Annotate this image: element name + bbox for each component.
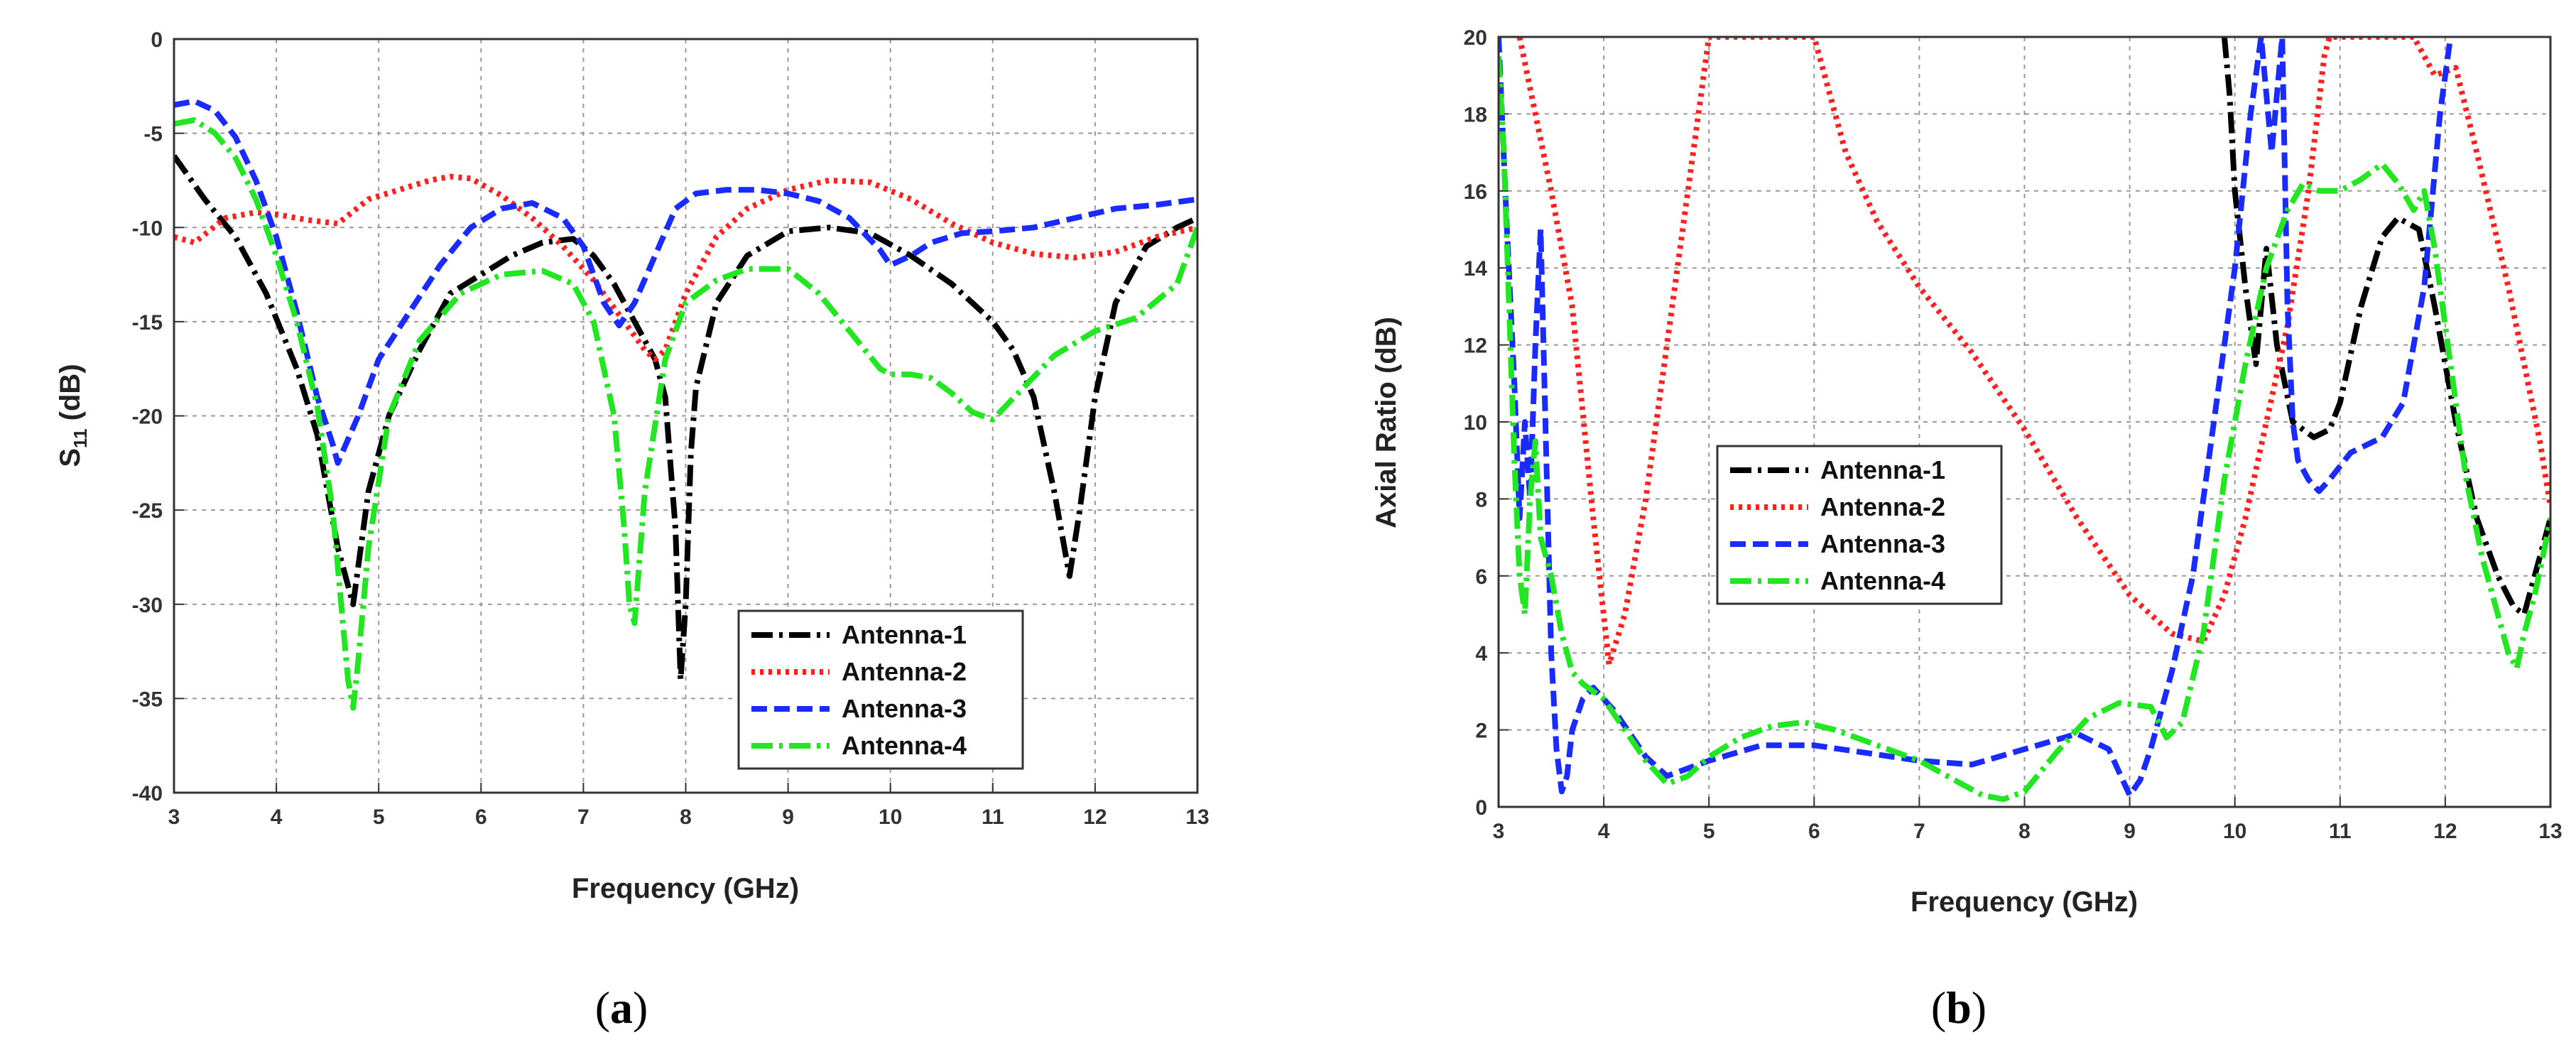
y-tick-label: 16 bbox=[1464, 180, 1487, 204]
legend-label: Antenna-3 bbox=[842, 694, 967, 723]
plot-area bbox=[1499, 37, 2550, 807]
x-tick-label: 12 bbox=[2433, 820, 2457, 843]
y-tick-label: -20 bbox=[132, 406, 163, 429]
legend-label: Antenna-1 bbox=[1820, 455, 1945, 484]
y-tick-label: 14 bbox=[1464, 257, 1488, 281]
chart-axial-ratio: 3 4 5 6 7 8 9 10 11 12 13 0 2 4 6 8 10 12 14 16 18 20 Frequen… bbox=[1371, 26, 2563, 1033]
y-axis-title-subscript: 11 bbox=[70, 428, 91, 448]
series-line-antenna-4 bbox=[174, 117, 1197, 711]
x-tick-label: 9 bbox=[782, 805, 794, 829]
y-axis-title-unit: (dB) bbox=[55, 364, 86, 428]
x-tick-label: 13 bbox=[2538, 820, 2562, 843]
y-axis-title: Axial Ratio (dB) bbox=[1371, 317, 1402, 528]
x-tick-label: 13 bbox=[1185, 805, 1209, 829]
caption-letter: a bbox=[610, 982, 633, 1033]
y-tick-label: 0 bbox=[1475, 796, 1487, 820]
series-line-antenna-2 bbox=[1516, 37, 2550, 668]
y-tick-label: 8 bbox=[1475, 488, 1487, 511]
series-line-antenna-4 bbox=[1499, 55, 2550, 803]
caption-a: (a) bbox=[595, 982, 648, 1033]
series-line-antenna-1 bbox=[174, 154, 1197, 683]
y-tick-label: -35 bbox=[132, 688, 163, 711]
x-tick-label: 12 bbox=[1083, 805, 1107, 829]
caption-letter: b bbox=[1946, 982, 1972, 1033]
series-line-antenna-3 bbox=[1499, 37, 2454, 798]
legend-label: Antenna-4 bbox=[1820, 566, 1945, 595]
y-axis-title: S11 (dB) bbox=[55, 364, 91, 467]
x-tick-label: 4 bbox=[1598, 820, 1610, 843]
x-tick-label: 10 bbox=[2223, 820, 2246, 843]
y-tick-label: -40 bbox=[132, 782, 163, 805]
legend-entries: Antenna-1 Antenna-2 Antenna-3 Antenna-4 bbox=[1730, 455, 1945, 595]
series-group bbox=[1499, 37, 2550, 803]
legend-label: Antenna-4 bbox=[842, 731, 967, 760]
x-tick-label: 3 bbox=[1493, 820, 1505, 843]
y-tick-label: 10 bbox=[1464, 411, 1487, 435]
plot-frame bbox=[1497, 36, 2552, 808]
y-tick-label: 12 bbox=[1464, 335, 1487, 358]
x-tick-label: 3 bbox=[168, 805, 180, 829]
legend-box bbox=[1716, 445, 2003, 605]
x-tick-label: 7 bbox=[577, 805, 589, 829]
legend: Antenna-1 Antenna-2 Antenna-3 Antenna-4 bbox=[1716, 445, 2003, 605]
x-tick-label: 5 bbox=[373, 805, 385, 829]
y-axis-title-main: S bbox=[55, 448, 86, 467]
x-tick-label: 8 bbox=[2018, 820, 2031, 843]
caption-b: (b) bbox=[1931, 982, 1987, 1033]
legend-label: Antenna-2 bbox=[842, 657, 967, 686]
x-tick-label: 5 bbox=[1703, 820, 1715, 843]
legend-label: Antenna-1 bbox=[842, 620, 967, 649]
x-tick-label: 9 bbox=[2124, 820, 2136, 843]
x-tick-label: 6 bbox=[1808, 820, 1820, 843]
x-tick-label: 11 bbox=[982, 805, 1004, 829]
x-tick-label: 7 bbox=[1913, 820, 1925, 843]
plot-frame bbox=[173, 38, 1199, 794]
legend: Antenna-1 Antenna-2 Antenna-3 Antenna-4 bbox=[737, 609, 1024, 770]
tick-labels: 3 4 5 6 7 8 9 10 11 12 13 -40 -35 -30 -25 -20 -15 -10 -5 0 bbox=[132, 28, 1210, 829]
series-group bbox=[174, 98, 1197, 711]
x-tick-label: 8 bbox=[680, 805, 692, 829]
legend-entries: Antenna-1 Antenna-2 Antenna-3 Antenna-4 bbox=[751, 620, 967, 760]
series-line-antenna-2 bbox=[174, 173, 1197, 362]
y-tick-label: -10 bbox=[132, 217, 163, 240]
chart-s11: 3 4 5 6 7 8 9 10 11 12 13-40-35-30-25-20-15-10-50 … bbox=[55, 28, 1210, 1033]
x-tick-label: 4 bbox=[271, 805, 283, 829]
y-tick-label: -25 bbox=[132, 499, 163, 523]
tick-labels: 3 4 5 6 7 8 9 10 11 12 13 0 2 4 6 8 10 12 14 16 18 20 bbox=[1464, 26, 2563, 843]
x-tick-label: 10 bbox=[879, 805, 902, 829]
legend-box bbox=[737, 609, 1024, 770]
y-tick-label: 0 bbox=[151, 28, 163, 52]
y-tick-label: -5 bbox=[143, 123, 163, 146]
x-axis-title: Frequency (GHz) bbox=[1911, 886, 2138, 918]
y-tick-label: 4 bbox=[1475, 642, 1487, 666]
legend-label: Antenna-2 bbox=[1820, 492, 1945, 521]
x-tick-label: 11 bbox=[2329, 820, 2352, 843]
y-tick-label: -15 bbox=[132, 311, 163, 335]
x-axis-title: Frequency (GHz) bbox=[572, 873, 799, 904]
y-tick-label: 18 bbox=[1464, 103, 1487, 126]
y-tick-label: 6 bbox=[1475, 565, 1487, 589]
y-tick-label: 20 bbox=[1464, 26, 1487, 50]
legend-label: Antenna-3 bbox=[1820, 529, 1945, 558]
y-tick-label: 2 bbox=[1475, 720, 1487, 743]
y-tick-label: -30 bbox=[132, 594, 163, 617]
x-tick-label: 6 bbox=[475, 805, 487, 829]
